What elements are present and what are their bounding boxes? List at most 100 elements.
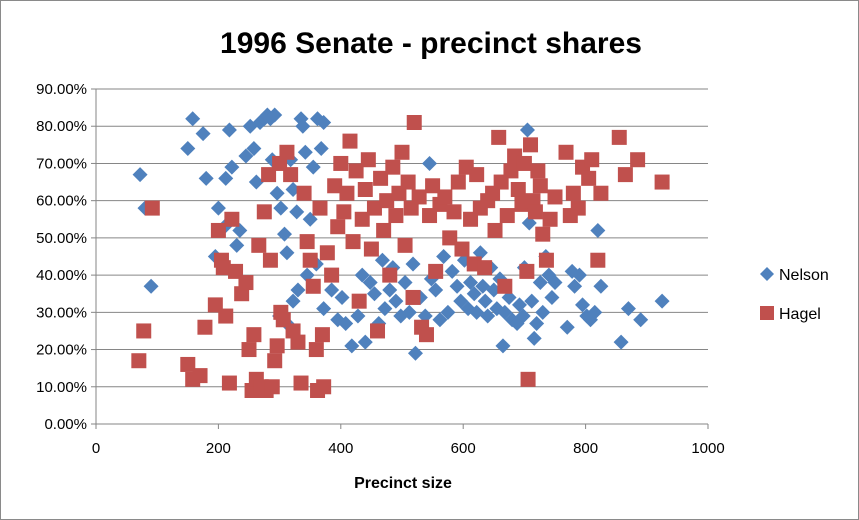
- legend-marker-nelson: [760, 267, 774, 281]
- nelson-point: [495, 338, 511, 354]
- nelson-point: [401, 304, 417, 320]
- nelson-point: [444, 263, 460, 279]
- hagel-point: [345, 234, 361, 250]
- hagel-point: [590, 252, 606, 268]
- hagel-point: [428, 263, 444, 279]
- hagel-point: [532, 178, 548, 194]
- hagel-point: [523, 137, 539, 153]
- nelson-point: [276, 226, 292, 242]
- nelson-point: [316, 301, 332, 317]
- y-tick-label: 40.00%: [36, 267, 87, 284]
- hagel-point: [630, 152, 646, 168]
- nelson-point: [547, 275, 563, 291]
- x-tick-label: 1000: [691, 440, 724, 457]
- hagel-point: [469, 167, 485, 183]
- nelson-point: [497, 304, 513, 320]
- hagel-point: [319, 245, 335, 261]
- nelson-point: [285, 293, 301, 309]
- chart-title: 1996 Senate - precinct shares: [220, 27, 642, 60]
- nelson-point: [432, 312, 448, 328]
- hagel-point: [516, 155, 532, 171]
- nelson-point: [344, 338, 360, 354]
- hagel-point: [314, 327, 330, 343]
- hagel-point: [376, 222, 392, 238]
- hagel-point: [324, 267, 340, 283]
- nelson-point: [544, 289, 560, 305]
- hagel-point: [497, 278, 513, 294]
- nelson-point: [529, 316, 545, 331]
- hagel-point: [654, 174, 670, 190]
- hagel-point: [519, 263, 535, 279]
- nelson-point: [295, 118, 311, 134]
- nelson-point: [382, 282, 398, 298]
- nelson-point: [297, 144, 313, 160]
- x-tick-label: 200: [206, 440, 231, 457]
- hagel-point: [542, 211, 558, 227]
- nelson-point: [519, 122, 535, 138]
- hagel-point: [450, 174, 466, 190]
- nelson-point: [593, 278, 609, 294]
- nelson-point: [229, 237, 245, 253]
- y-tick-label: 70.00%: [36, 155, 87, 172]
- x-tick-label: 800: [573, 440, 598, 457]
- nelson-point: [185, 111, 201, 127]
- nelson-point: [440, 304, 456, 320]
- nelson-point: [313, 141, 329, 157]
- nelson-point: [397, 275, 413, 291]
- nelson-point: [290, 282, 306, 298]
- hagel-point: [446, 204, 462, 220]
- legend-label-nelson: Nelson: [779, 267, 829, 284]
- hagel-point: [363, 241, 379, 257]
- nelson-point: [224, 159, 240, 175]
- nelson-point: [246, 141, 262, 157]
- y-tick-label: 50.00%: [36, 230, 87, 247]
- x-tick-label: 0: [92, 440, 100, 457]
- hagel-point: [144, 200, 160, 216]
- hagel-point: [339, 185, 355, 201]
- nelson-point: [633, 312, 649, 328]
- nelson-point: [613, 334, 629, 350]
- y-tick-label: 20.00%: [36, 342, 87, 359]
- nelson-point: [273, 200, 289, 216]
- y-tick-label: 90.00%: [36, 81, 87, 98]
- hagel-point: [215, 260, 231, 276]
- nelson-point: [535, 304, 551, 320]
- hagel-point: [510, 182, 526, 197]
- hagel-point: [611, 129, 627, 145]
- legend-label-hagel: Hagel: [779, 306, 821, 323]
- hagel-point: [405, 289, 421, 305]
- hagel-point: [411, 189, 427, 205]
- hagel-point: [246, 327, 262, 343]
- hagel-point: [333, 155, 349, 171]
- hagel-point: [499, 208, 515, 224]
- nelson-point: [350, 308, 366, 324]
- nelson-point: [324, 282, 340, 298]
- nelson-point: [567, 278, 583, 294]
- hagel-point: [570, 200, 586, 216]
- nelson-point: [305, 159, 321, 175]
- hagel-point: [491, 129, 507, 145]
- x-tick-label: 400: [328, 440, 353, 457]
- nelson-point: [238, 148, 254, 164]
- nelson-point: [357, 334, 373, 350]
- nelson-point: [210, 200, 226, 216]
- hagel-point: [425, 178, 441, 194]
- y-tick-label: 10.00%: [36, 379, 87, 396]
- nelson-point: [524, 293, 540, 309]
- hagel-point: [267, 353, 283, 369]
- hagel-point: [308, 342, 324, 358]
- y-tick-label: 0.00%: [44, 416, 87, 433]
- series-hagel-points: [131, 115, 670, 398]
- hagel-point: [299, 234, 315, 250]
- hagel-point: [354, 211, 370, 227]
- hagel-point: [406, 115, 422, 130]
- hagel-point: [251, 237, 267, 253]
- nelson-point: [587, 304, 603, 320]
- hagel-point: [477, 260, 493, 276]
- nelson-point: [515, 308, 531, 324]
- hagel-point: [218, 308, 234, 324]
- x-axis-tick-labels: 0 200 400 600 800 1000: [92, 424, 725, 457]
- nelson-point: [143, 278, 159, 294]
